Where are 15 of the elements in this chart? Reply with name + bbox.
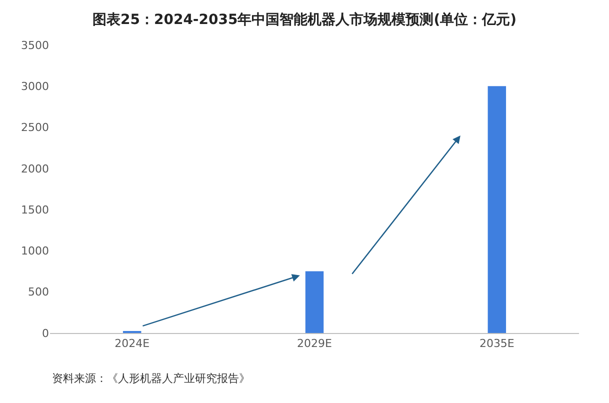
bar (488, 86, 506, 333)
y-tick-label: 3500 (21, 38, 49, 52)
y-tick-label: 0 (42, 326, 49, 340)
y-tick-label: 500 (28, 286, 49, 299)
bar (305, 271, 324, 333)
y-tick-label: 3000 (21, 80, 49, 93)
x-tick-label: 2024E (114, 337, 150, 350)
y-tick-label: 1000 (21, 244, 49, 258)
x-tick-label: 2035E (479, 337, 514, 350)
y-tick-label: 1500 (21, 203, 49, 216)
y-tick-label: 2000 (21, 162, 49, 176)
text: 资料来源：《人形机器人产业研究报告》 (52, 372, 250, 385)
chart-title: 图表25：2024-2035年中国智能机器人市场规模预测(单位：亿元) (92, 10, 517, 28)
y-tick-label: 2500 (21, 121, 49, 134)
x-tick-label: 2029E (297, 337, 332, 350)
